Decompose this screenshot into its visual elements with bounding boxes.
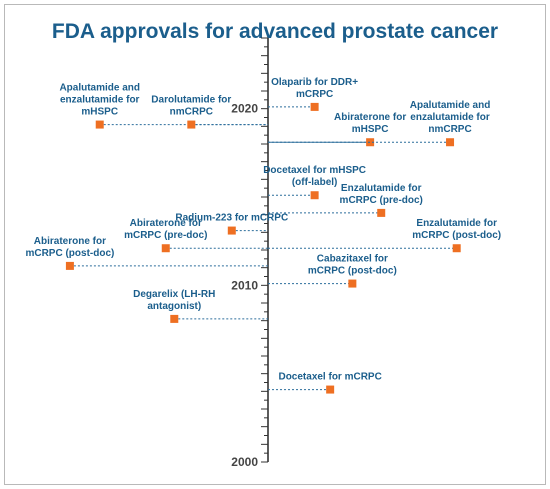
event-marker bbox=[65, 261, 74, 270]
event-marker bbox=[348, 279, 357, 288]
event-marker bbox=[187, 120, 196, 129]
event-label: Docetaxel for mCRPC bbox=[278, 372, 381, 383]
chart-title: FDA approvals for advanced prostate canc… bbox=[51, 20, 499, 43]
event-marker bbox=[95, 120, 104, 129]
event-label: Enzalutamide for mCRPC (post-doc) bbox=[412, 218, 501, 241]
event-label: Darolutamide for nmCRPC bbox=[151, 95, 231, 118]
event-marker bbox=[310, 191, 319, 200]
event-label: Apalutamide and enzalutamide for mHSPC bbox=[59, 83, 140, 118]
event-label: Enzalutamide for mCRPC (pre-doc) bbox=[340, 183, 423, 206]
event-label: Docetaxel for mHSPC (off-label) bbox=[263, 165, 366, 188]
axis-year-label: 2000 bbox=[231, 455, 258, 469]
event-label: Olaparib for DDR+ mCRPC bbox=[271, 77, 358, 100]
event-marker bbox=[227, 226, 236, 235]
event-marker bbox=[377, 208, 386, 217]
event-label: Degarelix (LH-RH antagonist) bbox=[133, 289, 215, 312]
event-marker bbox=[366, 138, 375, 147]
event-label: Apalutamide and enzalutamide for nmCRPC bbox=[410, 100, 491, 135]
event-marker bbox=[170, 314, 179, 323]
axis-year-label: 2010 bbox=[231, 278, 258, 292]
axis-year-label: 2020 bbox=[231, 102, 258, 116]
event-marker bbox=[446, 138, 455, 147]
event-marker bbox=[161, 244, 170, 253]
event-label: Cabazitaxel for mCRPC (post-doc) bbox=[308, 254, 397, 277]
event-label: Abiraterone for mCRPC (post-doc) bbox=[25, 236, 114, 259]
event-label: Radium-223 for mCRPC bbox=[175, 213, 288, 224]
event-label: Abiraterone for mHSPC bbox=[334, 112, 406, 135]
event-marker bbox=[326, 385, 335, 394]
event-marker bbox=[452, 244, 461, 253]
event-label: Abiraterone for mCRPC (pre-doc) bbox=[124, 218, 207, 241]
event-marker bbox=[310, 102, 319, 111]
